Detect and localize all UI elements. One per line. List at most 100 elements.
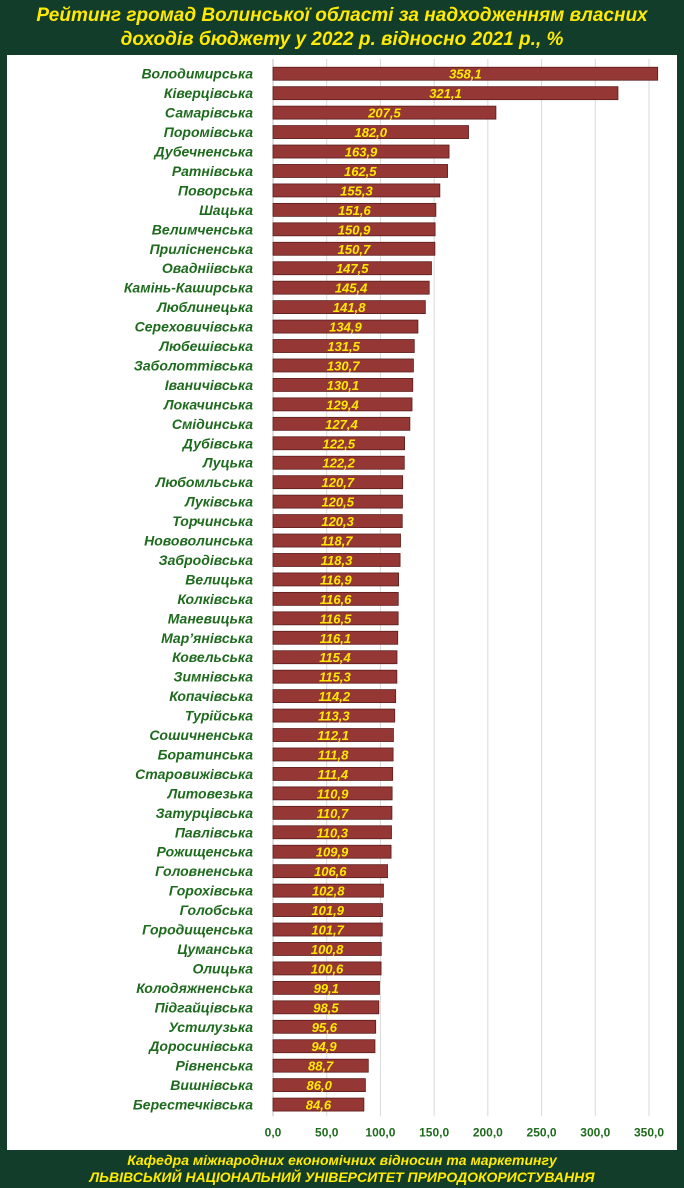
value-label: 116,6 <box>320 592 352 607</box>
bar <box>272 378 414 392</box>
x-tick-label: 50,0 <box>315 1125 339 1139</box>
value-label: 100,6 <box>311 961 344 976</box>
value-label: 147,5 <box>336 261 369 276</box>
value-label: 84,6 <box>306 1098 332 1113</box>
value-label: 113,3 <box>318 709 350 724</box>
value-label: 94,9 <box>311 1039 337 1054</box>
value-label: 131,5 <box>327 339 360 354</box>
bar <box>272 475 404 490</box>
category-label: Олицька <box>192 960 253 976</box>
category-label: Овадніівська <box>162 260 253 276</box>
category-label: Горохівська <box>169 883 253 899</box>
bar <box>272 689 397 704</box>
bar <box>272 708 396 723</box>
category-label: Поворська <box>178 182 253 198</box>
category-label: Сереховичівська <box>135 319 254 335</box>
value-label: 130,7 <box>327 358 360 373</box>
bar <box>272 416 411 431</box>
bar <box>272 786 393 801</box>
value-label: 151,6 <box>338 203 371 218</box>
category-label: Турійська <box>185 708 253 724</box>
bar <box>272 883 384 898</box>
category-label: Голобська <box>180 902 254 918</box>
value-label: 163,9 <box>345 145 378 160</box>
value-label: 116,9 <box>320 572 352 587</box>
bar <box>272 164 448 178</box>
bar <box>272 1078 366 1093</box>
category-label: Любомльська <box>155 474 254 490</box>
value-label: 86,0 <box>307 1078 333 1093</box>
bar <box>272 222 436 237</box>
value-label: 101,9 <box>311 903 344 918</box>
footer: Кафедра міжнародних економічних відносин… <box>0 1152 684 1186</box>
value-label: 102,8 <box>312 884 345 899</box>
category-label: Павлівська <box>175 824 253 840</box>
category-label: Колківська <box>177 591 253 607</box>
category-label: Затурцівська <box>156 805 254 821</box>
value-label: 110,9 <box>317 786 349 801</box>
value-label: 141,8 <box>333 300 366 315</box>
value-label: 162,5 <box>344 164 377 179</box>
bar <box>272 66 659 81</box>
value-label: 145,4 <box>335 281 368 296</box>
x-tick-label: 300,0 <box>580 1125 610 1139</box>
category-label: Підгайцівська <box>155 999 254 1015</box>
category-label: Заболоттівська <box>134 357 253 373</box>
value-label: 134,9 <box>329 320 362 335</box>
category-label: Велицька <box>185 571 253 587</box>
category-label: Зимнівська <box>173 669 253 685</box>
value-label: 358,1 <box>449 67 482 82</box>
bar <box>272 397 413 412</box>
bar <box>272 650 398 665</box>
bar <box>272 183 441 198</box>
footer-university: ЛЬВІВСЬКИЙ НАЦІОНАЛЬНИЙ УНІВЕРСИТЕТ ПРИР… <box>89 1169 595 1185</box>
bar <box>272 494 403 509</box>
bar <box>272 669 398 684</box>
value-label: 106,6 <box>314 864 347 879</box>
x-tick-label: 350,0 <box>634 1125 664 1139</box>
bar <box>272 105 497 120</box>
bar <box>272 241 436 256</box>
value-label: 182,0 <box>354 125 387 140</box>
category-label: Берестечківська <box>133 1097 253 1113</box>
bar <box>272 922 383 937</box>
value-label: 115,3 <box>319 670 351 685</box>
value-label: 122,2 <box>322 456 355 471</box>
bar <box>272 436 406 451</box>
bar <box>272 202 437 217</box>
category-label: Цуманська <box>177 941 253 957</box>
bar <box>272 144 450 159</box>
value-label: 101,7 <box>311 923 344 938</box>
value-label: 116,5 <box>320 611 352 626</box>
bar-chart: 0,0 50,0 100,0 150,0 200,0 250,0 300,0 350,0 Вол… <box>124 59 664 1139</box>
category-label: Іваничівська <box>165 377 253 393</box>
bar <box>272 825 392 840</box>
category-label: Прилісненська <box>150 241 254 257</box>
category-label: Литовезька <box>167 785 254 801</box>
value-label: 150,9 <box>338 222 371 237</box>
footer-department: Кафедра міжнародних економічних відносин… <box>127 1152 557 1168</box>
value-label: 155,3 <box>340 183 373 198</box>
category-label: Сошичненська <box>149 727 253 743</box>
chart-title: Рейтинг громад Волинської області за над… <box>0 4 684 52</box>
category-label: Локачинська <box>163 396 253 412</box>
value-label: 120,5 <box>321 495 354 510</box>
category-label: Городищенська <box>142 922 253 938</box>
value-label: 122,5 <box>323 436 356 451</box>
category-label: Нововолинська <box>144 533 253 549</box>
bar <box>272 767 394 781</box>
bar <box>272 630 399 645</box>
bar <box>272 572 399 587</box>
bar <box>272 1019 377 1034</box>
category-label: Камінь-Каширська <box>124 280 253 296</box>
category-label: Доросинівська <box>148 1038 253 1054</box>
bar <box>272 125 469 139</box>
category-label: Забродівська <box>159 552 254 568</box>
category-label: Головненська <box>155 863 253 879</box>
category-label: Дубівська <box>182 435 253 451</box>
bar <box>272 611 399 626</box>
value-label: 98,5 <box>313 1000 339 1015</box>
x-tick-label: 100,0 <box>365 1125 395 1139</box>
x-tick-label: 250,0 <box>527 1125 557 1139</box>
title-line-2: доходів бюджету у 2022 р. відносно 2021 … <box>120 29 564 50</box>
